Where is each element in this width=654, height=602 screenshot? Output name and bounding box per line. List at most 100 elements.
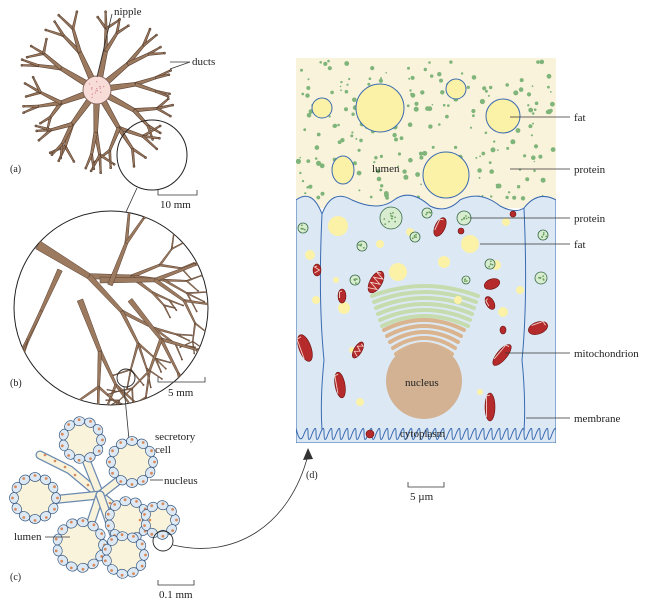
duct-segment (241, 338, 255, 341)
cell-nucleus (108, 460, 111, 464)
duct-segment (240, 314, 253, 326)
duct-tip (192, 261, 195, 264)
label-nucleus-c: nucleus (164, 475, 198, 487)
mitochondrion (334, 371, 346, 399)
cell-nucleus (111, 449, 114, 453)
duct-segment (223, 338, 241, 341)
svg-text:5 µm: 5 µm (410, 491, 434, 503)
duct-tip (258, 249, 259, 250)
protein-dot (428, 61, 431, 64)
duct-tip (59, 156, 63, 160)
label-protein-mid: protein (574, 213, 606, 225)
duct-tip (157, 426, 158, 427)
duct-tip (135, 429, 136, 430)
duct-tip (244, 302, 245, 303)
mitochondrion (352, 341, 365, 359)
duct-tip (187, 425, 188, 426)
protein-dot (540, 177, 546, 183)
protein-dot (373, 161, 376, 164)
nipple-pore (96, 90, 99, 92)
duct-segment (146, 418, 158, 428)
protein-dot (414, 101, 419, 106)
duct-tip (124, 418, 125, 419)
duct-tip (160, 377, 163, 380)
duct-segment (41, 419, 58, 427)
protein-dot (518, 87, 524, 92)
protein-dot (316, 160, 322, 166)
cell-membranes (319, 207, 527, 433)
duct-tip (165, 175, 166, 176)
protein-dot (513, 90, 519, 96)
secretory-cell (11, 502, 22, 515)
secretory-cell (11, 481, 22, 494)
duct-segment (140, 426, 150, 437)
protein-dot (394, 137, 398, 142)
protein-dot (523, 154, 527, 158)
protein-dot (475, 156, 478, 159)
protein-dot (327, 59, 330, 63)
cell-nucleus (60, 444, 64, 448)
cell-nucleus (144, 553, 147, 557)
protein-dot (539, 59, 545, 65)
nipple-pore (91, 88, 93, 90)
secretory-cell (76, 562, 89, 573)
cell-nucleus (120, 573, 124, 577)
duct-tip (206, 424, 207, 425)
duct-segment (23, 104, 39, 108)
scale-bar-a: 10 mm (157, 190, 198, 211)
duct-segment (195, 349, 206, 375)
duct-segment (244, 354, 259, 361)
duct-segment (196, 413, 199, 426)
nipple-pores (88, 81, 105, 99)
duct-tip (120, 146, 121, 147)
protein-dot (481, 151, 486, 156)
cell-nucleus (92, 563, 96, 567)
secretory-cell (51, 492, 61, 504)
duct-segment (136, 414, 150, 420)
duct-segment (108, 149, 112, 169)
protein-dot (410, 75, 415, 80)
fat-droplet (502, 218, 510, 226)
duct-tip (109, 166, 112, 169)
golgi-cisterna (370, 284, 480, 298)
nipple-pore (99, 85, 101, 88)
protein-dot (533, 144, 539, 149)
duct-segment (120, 147, 121, 163)
cell-nucleus (119, 480, 123, 483)
nipple-pore (99, 87, 102, 89)
secretory-cell (96, 434, 106, 446)
duct-cell-nucleus (148, 518, 152, 522)
duct-tip (169, 114, 172, 118)
duct-segment (210, 295, 230, 305)
duct-segment (148, 418, 154, 434)
fat-droplet (516, 286, 524, 294)
duct-segment (226, 250, 245, 261)
protein-dot (490, 195, 493, 198)
duct-tip (194, 346, 197, 349)
duct-segment (42, 38, 48, 55)
protein-vesicle (356, 240, 368, 252)
protein-dot (549, 108, 553, 113)
duct-cell-nucleus (53, 459, 57, 463)
protein-dot (410, 92, 413, 96)
golgi-cisterna (391, 336, 457, 350)
duct-tip (16, 373, 19, 376)
protein-dot (439, 78, 443, 83)
protein-dot (418, 151, 423, 156)
duct-segment (223, 326, 241, 341)
duct-tip (167, 410, 168, 411)
fat-droplet (328, 216, 348, 236)
protein-dot (379, 188, 383, 192)
duct-tip (167, 413, 168, 414)
nipple-pore (91, 96, 93, 99)
cell-nucleus (44, 516, 48, 519)
duct-tip (144, 156, 147, 159)
protein-dot (314, 145, 320, 150)
duct-tip (188, 339, 191, 342)
duct-tip (164, 367, 167, 370)
cell-nucleus (14, 485, 17, 489)
cell-nucleus (141, 480, 145, 483)
mitochondrion (492, 344, 512, 366)
duct-tip (117, 439, 118, 440)
protein-dot (374, 156, 378, 160)
